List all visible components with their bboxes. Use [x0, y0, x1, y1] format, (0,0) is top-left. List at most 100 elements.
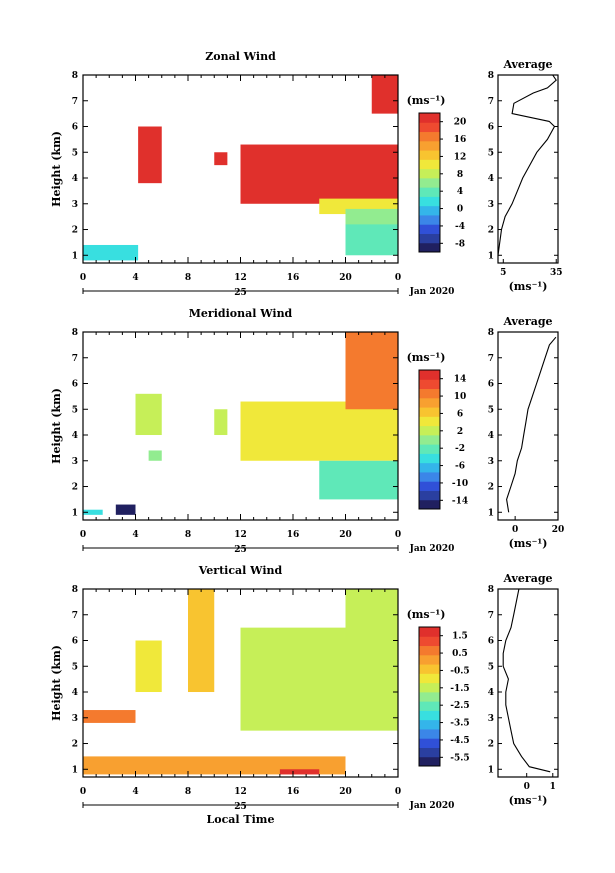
colorbar-swatch: [419, 379, 440, 390]
y-tick-label: 5: [72, 405, 78, 415]
heatmap-regions: [83, 589, 398, 775]
colorbar-tick-label: 12: [454, 152, 467, 162]
colorbar-swatch: [419, 645, 440, 656]
colorbar-swatch: [419, 728, 440, 739]
colorbar-swatch: [419, 370, 440, 380]
y-tick-label: 1: [72, 508, 78, 518]
average-y-tick-label: 1: [488, 251, 494, 261]
colorbar-frame: [418, 369, 441, 510]
colorbar-swatch: [419, 434, 440, 445]
average-profile-line: [497, 74, 557, 256]
colorbar-swatch: [419, 416, 440, 427]
colorbar-swatch: [419, 388, 440, 399]
average-x-tick-label: 35: [550, 268, 563, 278]
x-tick-label: 4: [132, 787, 138, 797]
average-profile-line: [502, 588, 551, 773]
colorbar: [419, 113, 440, 253]
average-x-tick-label: 1: [550, 782, 556, 792]
x-tick-label: 4: [132, 530, 138, 540]
colorbar-swatch: [419, 499, 440, 510]
average-title: Average: [502, 572, 552, 585]
colorbar-frame: [418, 112, 441, 253]
average-y-tick-label: 5: [488, 405, 494, 415]
colorbar-swatch: [419, 425, 440, 436]
colorbar-swatch: [419, 159, 440, 170]
colorbar-tick-label: 0: [457, 205, 463, 215]
colorbar-tick-label: -8: [455, 239, 465, 249]
colorbar-swatch: [419, 481, 440, 491]
heatmap-cell: [83, 244, 139, 261]
colorbar-tick-label: 16: [454, 135, 467, 145]
colorbar-swatch: [419, 168, 440, 179]
colorbar-swatch: [419, 187, 440, 197]
x-tick-label: 12: [234, 273, 247, 283]
panel-title: Zonal Wind: [205, 50, 276, 63]
colorbar-swatch: [419, 131, 440, 142]
colorbar-swatch: [419, 214, 440, 225]
colorbar-tick-label: 20: [454, 118, 467, 128]
colorbar-swatch: [419, 453, 440, 464]
colorbar-tick-label: 0.5: [452, 649, 468, 659]
month-label: Jan 2020: [409, 287, 455, 297]
colorbar: [419, 370, 440, 510]
average-y-tick-label: 5: [488, 148, 494, 158]
x-tick-label: 8: [185, 273, 191, 283]
y-axis-label: Height (km): [50, 131, 63, 207]
colorbar-swatch: [419, 407, 440, 417]
colorbar-tick-label: -4.5: [450, 736, 469, 746]
month-label: Jan 2020: [409, 544, 455, 554]
average-frame: [497, 74, 559, 264]
heatmap-cell: [371, 75, 398, 114]
y-tick-label: 3: [72, 714, 78, 724]
heatmap-regions: [83, 332, 398, 515]
colorbar-swatch: [419, 738, 440, 748]
colorbar-swatch: [419, 242, 440, 253]
average-y-tick-label: 4: [488, 688, 494, 698]
average-y-tick-label: 8: [488, 585, 494, 595]
heatmap-cell: [135, 393, 162, 436]
colorbar-tick-label: 10: [454, 392, 467, 402]
colorbar-tick-label: -0.5: [450, 666, 469, 676]
colorbar-swatch: [419, 664, 440, 674]
average-x-tick-label: 0: [524, 782, 530, 792]
average-y-tick-label: 6: [488, 123, 494, 133]
y-tick-label: 6: [72, 637, 78, 647]
y-tick-label: 7: [72, 354, 78, 364]
average-title: Average: [502, 58, 552, 71]
x-tick-label: 8: [185, 787, 191, 797]
average-title: Average: [502, 315, 552, 328]
y-tick-label: 8: [72, 585, 78, 595]
heatmap-cell: [83, 710, 136, 723]
colorbar-tick-label: -2.5: [450, 701, 469, 711]
colorbar-swatch: [419, 490, 440, 501]
panel-title: Meridional Wind: [189, 307, 293, 320]
colorbar-tick-label: -2: [455, 444, 465, 454]
colorbar-tick-label: -14: [452, 496, 468, 506]
y-tick-label: 2: [72, 226, 78, 236]
y-tick-label: 1: [72, 251, 78, 261]
average-x-unit: (ms⁻¹): [509, 537, 548, 550]
heatmap-cell: [214, 152, 228, 166]
colorbar-tick-label: 6: [457, 409, 463, 419]
y-tick-label: 2: [72, 740, 78, 750]
heatmap-cell: [138, 126, 162, 184]
colorbar-swatch: [419, 224, 440, 234]
average-y-tick-label: 6: [488, 380, 494, 390]
average-y-tick-label: 6: [488, 637, 494, 647]
colorbar-tick-label: -6: [455, 462, 465, 472]
x-tick-label: 20: [339, 530, 352, 540]
y-tick-label: 2: [72, 483, 78, 493]
average-y-tick-label: 2: [488, 740, 494, 750]
date-label: 25: [234, 802, 247, 812]
colorbar-frame: [418, 626, 441, 767]
colorbar-swatch: [419, 233, 440, 244]
average-y-tick-label: 8: [488, 328, 494, 338]
heatmap-cell: [240, 144, 398, 204]
x-tick-label: 4: [132, 273, 138, 283]
colorbar-swatch: [419, 747, 440, 758]
y-tick-label: 8: [72, 328, 78, 338]
colorbar-swatch: [419, 719, 440, 730]
y-tick-label: 7: [72, 611, 78, 621]
average-y-tick-label: 5: [488, 662, 494, 672]
